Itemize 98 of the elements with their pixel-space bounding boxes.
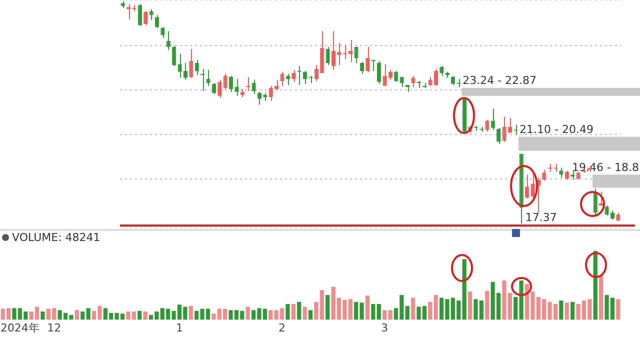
bar <box>302 306 307 320</box>
bar <box>308 310 313 320</box>
band-label: 19.46 - 18.8 <box>572 160 640 174</box>
annotation: 17.37 <box>525 210 557 224</box>
candlestick <box>183 62 188 80</box>
bar <box>212 314 216 320</box>
candlestick <box>292 69 296 82</box>
bar <box>297 302 302 320</box>
bar <box>291 304 296 320</box>
bar <box>559 300 564 320</box>
bar <box>411 298 416 320</box>
bar <box>348 299 352 320</box>
candlestick <box>564 170 569 180</box>
candlestick <box>234 78 239 96</box>
candlestick <box>593 188 598 218</box>
candlestick <box>451 75 456 86</box>
bar <box>434 294 438 320</box>
candlestick <box>559 167 564 178</box>
bar <box>314 302 318 320</box>
bar <box>74 310 79 320</box>
bar <box>138 310 142 320</box>
candlestick <box>542 169 546 182</box>
candlestick <box>525 174 530 200</box>
candlestick <box>144 10 148 26</box>
candlestick <box>360 62 364 74</box>
candlestick <box>160 26 165 39</box>
candlestick <box>394 70 398 82</box>
bar <box>616 299 620 320</box>
candlestick <box>138 4 142 27</box>
x-tick-label: 1 <box>176 321 183 334</box>
candlestick <box>314 64 318 82</box>
bar <box>371 304 376 320</box>
candlestick <box>320 30 324 74</box>
x-tick-label: 2 <box>278 321 286 334</box>
bar <box>462 259 466 320</box>
bar <box>365 296 370 320</box>
bar <box>268 310 273 320</box>
bar <box>570 302 575 320</box>
candlestick <box>485 119 490 132</box>
band-label: 23.24 - 22.87 <box>462 74 537 88</box>
candlestick <box>502 116 506 142</box>
candlestick <box>366 46 370 72</box>
candlestick <box>388 69 392 80</box>
bar <box>485 290 490 320</box>
bar <box>86 308 90 320</box>
candlestick <box>440 66 444 76</box>
candlestick <box>354 46 358 64</box>
candlestick <box>223 73 228 90</box>
candlestick <box>434 68 438 86</box>
bar <box>468 292 472 320</box>
candlestick <box>178 54 182 78</box>
bar <box>405 306 410 320</box>
candlestick <box>326 46 330 66</box>
candlestick <box>206 69 210 86</box>
candlestick <box>154 14 160 29</box>
bar <box>80 312 85 320</box>
band-label: 21.10 - 20.49 <box>520 123 594 136</box>
candlestick <box>382 64 387 86</box>
bar <box>326 294 330 320</box>
candlestick <box>218 79 222 98</box>
candlestick <box>252 79 256 94</box>
bar <box>126 312 130 320</box>
candlestick <box>257 91 262 106</box>
candlestick <box>376 60 382 84</box>
candlestick <box>172 46 176 67</box>
candlestick <box>194 60 199 76</box>
bar <box>286 304 290 320</box>
bar <box>132 312 136 320</box>
candlestick <box>302 70 308 84</box>
bar <box>376 304 381 320</box>
x-tick-label: 2024年 <box>0 321 40 334</box>
bar <box>246 306 250 320</box>
candlestick <box>508 117 512 134</box>
candlestick <box>228 75 234 92</box>
candlestick <box>411 75 416 88</box>
candlestick <box>149 8 154 21</box>
candlestick <box>189 48 194 78</box>
x-tick-label: 12 <box>47 321 62 334</box>
bar <box>188 306 193 320</box>
x-tick-label: 3 <box>381 321 388 334</box>
candlestick <box>490 108 495 130</box>
bar <box>40 312 45 320</box>
candlestick <box>212 82 216 94</box>
bar <box>428 302 432 320</box>
candlestick <box>268 85 273 102</box>
bar <box>564 302 569 320</box>
candlestick <box>331 30 336 70</box>
bar <box>143 312 148 320</box>
candlestick <box>604 205 609 216</box>
bar <box>320 290 324 320</box>
bar <box>593 250 598 320</box>
candlestick <box>337 42 342 66</box>
candlestick <box>530 171 535 200</box>
candlestick <box>166 30 170 51</box>
candlestick <box>280 71 284 86</box>
bar <box>599 276 604 320</box>
candlestick <box>496 127 501 144</box>
chart-title: VOLUME: 48241 <box>12 231 100 244</box>
